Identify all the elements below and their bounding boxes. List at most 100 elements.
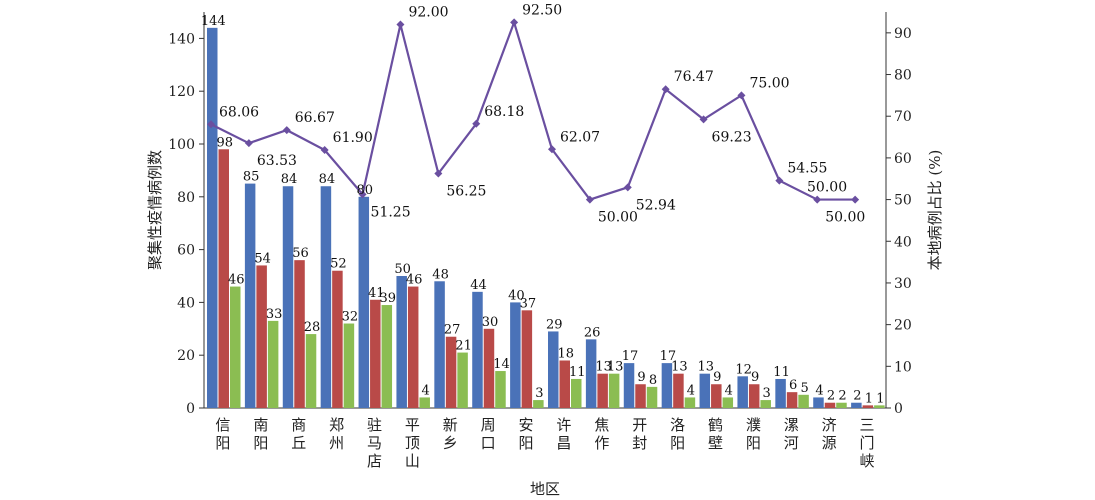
cases-bar	[472, 291, 483, 408]
local-bar-label: 30	[482, 315, 499, 330]
x-category-label: 焦作	[594, 416, 609, 452]
other-bar-label: 39	[380, 291, 397, 306]
other-bar	[495, 371, 506, 408]
x-category-label: 安阳	[519, 416, 534, 452]
y-right-tick-label: 50	[894, 193, 912, 209]
other-bar-label: 46	[228, 273, 245, 288]
ratio-point	[510, 18, 519, 27]
other-bar-label: 21	[455, 339, 472, 354]
other-bar	[608, 373, 620, 408]
ratio-point	[282, 126, 291, 135]
other-bar	[305, 334, 317, 408]
local-bar	[370, 299, 381, 408]
cases-bar	[434, 281, 445, 408]
local-bar	[824, 402, 836, 408]
local-bar-label: 98	[216, 135, 233, 150]
y-right-tick-label: 40	[894, 234, 912, 250]
ratio-point	[358, 190, 367, 199]
ratio-point-label: 54.55	[787, 161, 827, 177]
local-bar-label: 18	[557, 346, 574, 361]
ratio-point-label: 66.67	[295, 110, 335, 126]
other-bar	[760, 400, 771, 408]
ratio-point	[813, 195, 822, 204]
ratio-point	[851, 195, 860, 204]
local-bar-label: 54	[254, 251, 271, 266]
cases-bar-label: 50	[394, 262, 411, 277]
local-bar	[483, 328, 495, 408]
ratio-point-label: 56.25	[446, 184, 486, 200]
y-left-tick-label: 0	[186, 401, 195, 417]
y-left-tick-label: 40	[177, 295, 195, 311]
ratio-point-label: 76.47	[674, 69, 714, 85]
ratio-point	[623, 183, 632, 192]
local-bar	[748, 384, 760, 408]
y-axis-left-title: 聚集性疫情病例数	[146, 150, 164, 270]
cases-bar	[661, 363, 673, 408]
cases-bar	[207, 27, 218, 409]
cases-bar	[282, 186, 294, 408]
cases-bar	[358, 196, 370, 408]
other-bar	[836, 402, 847, 408]
cases-bar-label: 26	[584, 325, 601, 340]
cases-bar	[548, 331, 559, 408]
cases-bar-label: 85	[243, 170, 260, 185]
x-category-label: 驻马店	[367, 416, 382, 470]
ratio-point-label: 61.90	[333, 130, 373, 146]
local-bar	[862, 405, 874, 408]
local-bar-label: 13	[671, 360, 688, 375]
ratio-point	[661, 85, 670, 94]
other-bar	[798, 394, 809, 408]
ratio-point	[244, 139, 253, 148]
local-bar-label: 52	[330, 257, 347, 272]
other-bar-label: 4	[725, 383, 733, 398]
cases-bar	[699, 373, 711, 408]
x-category-label: 周口	[481, 416, 496, 452]
y-axis-right-title: 本地病例占比 (%)	[926, 150, 944, 271]
cases-bar	[623, 363, 635, 408]
cases-bar-label: 80	[357, 183, 374, 198]
x-category-label: 洛阳	[670, 416, 685, 452]
other-bar	[533, 400, 544, 408]
other-bar-label: 13	[607, 360, 624, 375]
cases-bar	[585, 339, 597, 408]
other-bar	[267, 320, 279, 408]
local-bar	[673, 373, 684, 408]
other-bar	[646, 386, 658, 408]
cases-bar-label: 11	[773, 365, 790, 380]
x-category-label: 三门峡	[860, 416, 875, 470]
local-bar	[597, 373, 608, 408]
x-category-label: 信阳	[215, 416, 230, 452]
local-bar-label: 41	[368, 286, 385, 301]
cases-bar-label: 17	[622, 349, 639, 364]
y-right-tick-label: 80	[894, 68, 912, 84]
other-bar	[419, 397, 430, 408]
ratio-line	[207, 18, 860, 204]
local-bar-label: 9	[751, 370, 759, 385]
cases-bar	[396, 276, 407, 408]
other-bar-label: 28	[304, 320, 321, 335]
y-right-tick-label: 90	[894, 26, 912, 42]
ratio-point-label: 75.00	[749, 75, 789, 91]
cases-bar	[851, 402, 862, 408]
other-bar-label: 8	[649, 373, 657, 388]
x-category-label: 南阳	[253, 416, 268, 452]
x-category-label: 济源	[822, 416, 837, 452]
y-left-tick-label: 80	[177, 190, 195, 206]
ratio-point-label: 52.94	[636, 197, 676, 213]
local-bar	[445, 336, 457, 408]
y-right-tick-label: 10	[894, 359, 912, 375]
local-bar	[711, 384, 722, 408]
other-bar-label: 2	[838, 389, 846, 404]
other-bar-label: 5	[800, 381, 808, 396]
ratio-point	[699, 115, 708, 124]
local-bar-label: 56	[292, 246, 309, 261]
cases-bar	[320, 186, 332, 408]
other-bar-label: 4	[422, 383, 430, 398]
local-bar-label: 27	[444, 323, 461, 338]
cases-bar	[244, 183, 256, 408]
local-bar-label: 46	[406, 273, 423, 288]
y-right-tick-label: 0	[894, 401, 903, 417]
cases-bar-label: 84	[281, 172, 298, 187]
ratio-point	[434, 169, 443, 178]
